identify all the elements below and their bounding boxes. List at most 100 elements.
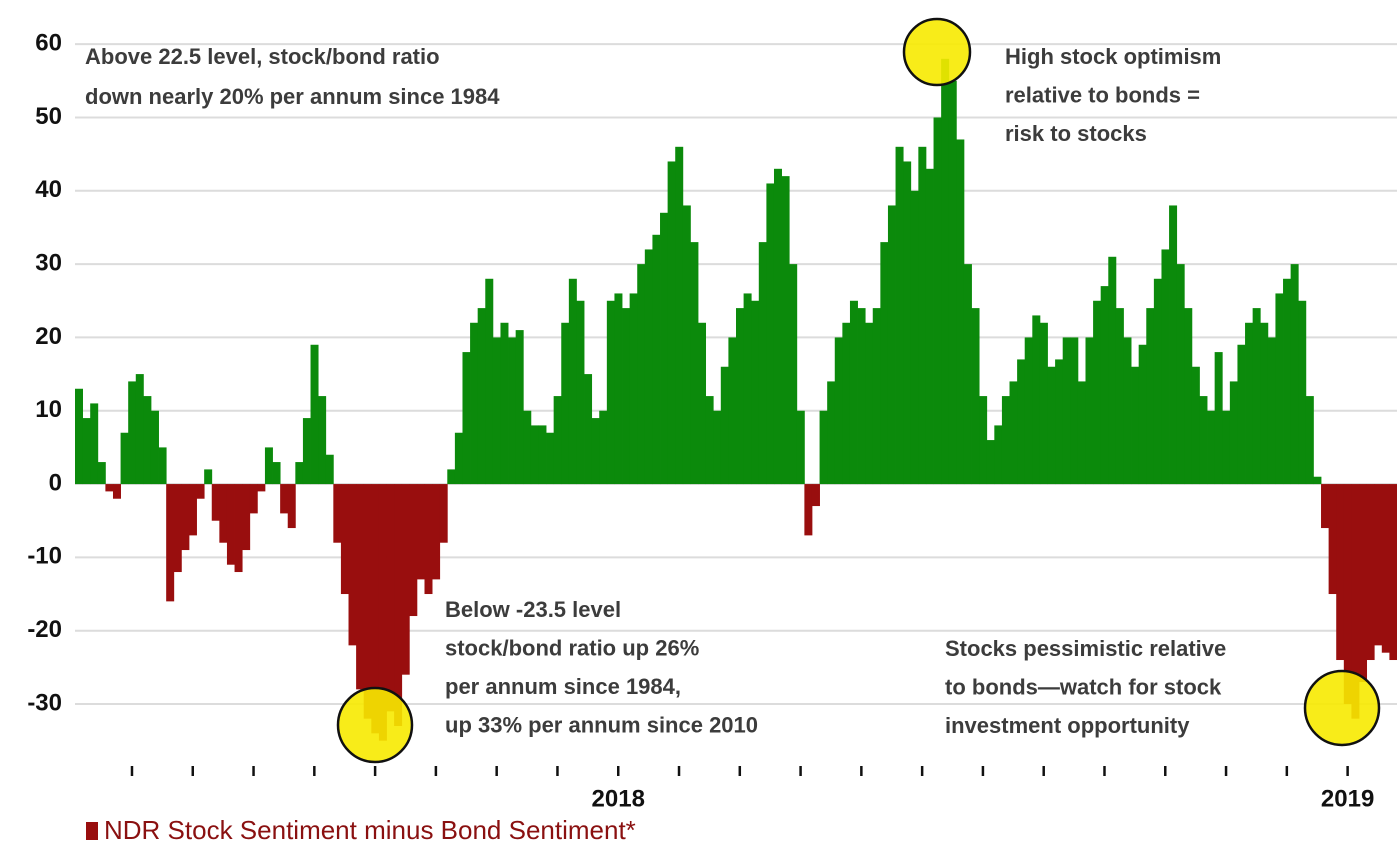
bar [682,205,691,485]
bar [849,300,858,485]
y-tick-label: -10 [27,543,62,570]
bar [1252,308,1261,485]
bar [652,234,661,485]
bar [82,418,91,485]
bar [432,484,441,580]
bar [865,322,874,485]
bar [743,293,752,485]
bar [500,322,509,485]
bar [644,249,653,485]
bar [660,212,669,485]
bar [196,484,205,499]
bar [1283,278,1292,485]
bar [1389,484,1397,661]
bar [348,484,357,646]
bar [758,242,767,485]
bar [485,278,494,485]
bar [1222,410,1231,485]
bar [523,410,532,485]
bar [584,374,593,485]
bar [188,484,197,536]
bar [1343,484,1352,705]
bar [705,396,714,485]
bar [1381,484,1390,653]
bar [1047,366,1056,485]
bar [872,308,881,485]
bar [1328,484,1337,595]
bar [811,484,820,507]
bar [1123,337,1132,485]
bar [1115,308,1124,485]
bar [1275,293,1284,485]
bar [971,308,980,485]
bar [994,425,1003,485]
bar [325,454,334,485]
bar [492,337,501,485]
annotation: up 33% per annum since 2010 [445,712,758,737]
bar [234,484,243,573]
y-tick-label: 0 [49,469,62,496]
bar [1153,278,1162,485]
bar [333,484,342,543]
bar [1176,264,1185,485]
legend-label: NDR Stock Sentiment minus Bond Sentiment… [104,815,636,845]
bar [439,484,448,543]
y-tick-label: 50 [35,103,62,130]
bar [903,161,912,485]
bar [1366,484,1375,661]
bar [424,484,433,595]
bar [576,300,585,485]
bar [1169,205,1178,485]
bar [1055,359,1064,485]
bar [1191,366,1200,485]
bar [310,344,319,485]
bar [1093,300,1102,485]
bar [211,484,220,521]
bar [386,484,395,712]
bar [272,462,281,485]
bar [1207,410,1216,485]
y-tick-label: 30 [35,249,62,276]
annotation: down nearly 20% per annum since 1984 [85,84,500,109]
bar [219,484,228,543]
bar [1100,286,1109,485]
annotation: to bonds—watch for stock [945,674,1222,699]
bar [447,469,456,485]
bar [1298,300,1307,485]
bar [409,484,418,617]
bar [143,396,152,485]
bar [1131,366,1140,485]
bar [1290,264,1299,485]
bar [75,388,83,485]
bar [394,484,403,727]
bar [249,484,258,514]
bar [135,374,144,485]
bar [356,484,365,690]
bar [591,418,600,485]
bar [614,293,623,485]
bar [629,293,638,485]
bar [1146,308,1155,485]
bar [1184,308,1193,485]
bar [530,425,539,485]
bar [675,146,684,485]
bar [963,264,972,485]
bar [1237,344,1246,485]
bar [1039,322,1048,485]
bar [1313,476,1322,485]
annotation: risk to stocks [1005,121,1147,146]
y-tick-label: 60 [35,30,62,57]
bar [401,484,410,675]
bar [842,322,851,485]
bars [75,58,1397,741]
bar [242,484,251,551]
annotation: per annum since 1984, [445,674,681,699]
annotation: Stocks pessimistic relative [945,636,1226,661]
bar [371,484,380,734]
bar [1017,359,1026,485]
y-tick-label: -30 [27,689,62,716]
bar [887,205,896,485]
y-tick-label: -20 [27,616,62,643]
bar [1032,315,1041,485]
